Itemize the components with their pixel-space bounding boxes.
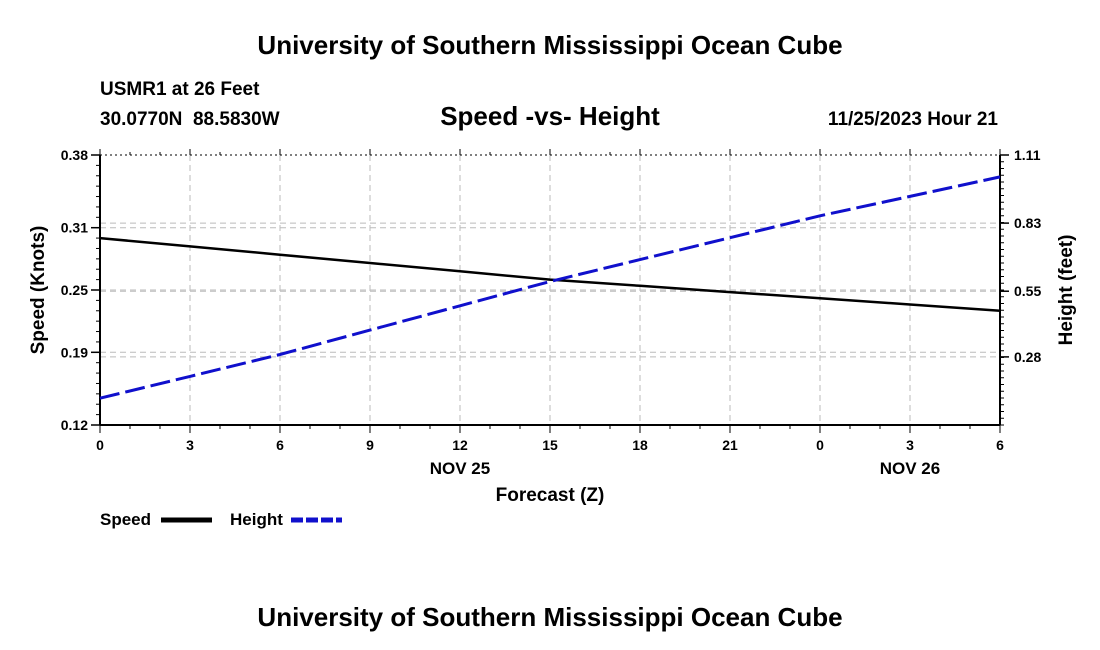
footer-title: University of Southern Mississippi Ocean… [257,602,842,632]
x-axis-tick-label: 12 [452,437,468,453]
x-axis-tick-label: 6 [996,437,1004,453]
page-title: University of Southern Mississippi Ocean… [257,30,842,60]
x-axis-tick-label: 6 [276,437,284,453]
x-axis-tick-label: 3 [186,437,194,453]
left-axis-label: Speed (Knots) [28,226,49,355]
series-lines [99,175,1001,400]
right-axis-label: Height (feet) [1056,235,1077,346]
station-coordinates: 30.0770N 88.5830W [100,109,280,130]
x-axis-label: Forecast (Z) [496,485,605,506]
x-axis-tick-label: 18 [632,437,648,453]
legend-speed-label: Speed [100,510,151,529]
left-axis-tick-label: 0.31 [61,220,88,236]
x-axis-tick-label: 0 [816,437,824,453]
left-axis-tick-label: 0.12 [61,417,88,433]
x-axis-tick-label: 0 [96,437,104,453]
right-axis-tick-label: 0.55 [1014,283,1041,299]
x-axis-tick-label: 21 [722,437,738,453]
legend: Speed Height [100,510,342,529]
x-axis-tick-label: 15 [542,437,558,453]
legend-height-label: Height [230,510,283,529]
chart-title: Speed -vs- Height [440,101,660,131]
x-axis-tick-label: 3 [906,437,914,453]
x-axis-date-label: NOV 25 [430,459,490,478]
right-axis-tick-label: 0.28 [1014,349,1041,365]
axes: 0.12 0.19 0.25 0.31 0.38 0.28 0.55 0.83 1.11 0 3 6 9… [61,147,1042,478]
series-height-line [99,175,1001,400]
right-axis-tick-label: 0.83 [1014,215,1041,231]
right-axis-tick-label: 1.11 [1014,147,1041,163]
x-axis-date-label: NOV 26 [880,459,940,478]
series-speed-line [99,236,1001,313]
grid-lines [100,155,1000,425]
left-axis-tick-label: 0.25 [61,282,88,298]
x-axis-tick-label: 9 [366,437,374,453]
forecast-datetime: 11/25/2023 Hour 21 [828,109,998,130]
station-label: USMR1 at 26 Feet [100,79,260,100]
left-axis-tick-label: 0.19 [61,344,88,360]
left-axis-tick-label: 0.38 [61,147,88,163]
